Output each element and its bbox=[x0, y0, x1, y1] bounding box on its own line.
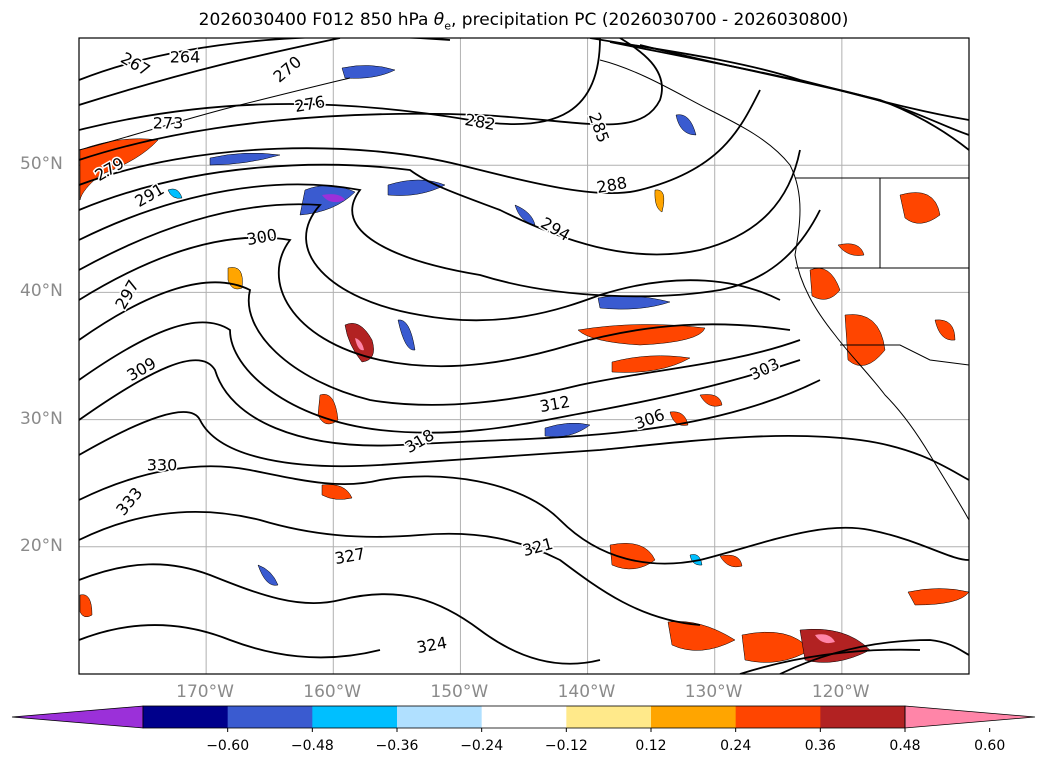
precip-positive-area bbox=[699, 394, 723, 407]
colorbar-tick-label: 0.12 bbox=[635, 738, 667, 754]
colorbar bbox=[11, 705, 1036, 732]
contour-line bbox=[79, 89, 761, 195]
colorbar-tick-label: 0.36 bbox=[804, 738, 836, 754]
colorbar-tick-label: 0.48 bbox=[889, 738, 921, 754]
precip-positive-area bbox=[321, 484, 353, 500]
contour-line bbox=[79, 510, 701, 626]
coastlines bbox=[79, 59, 969, 521]
contour-line bbox=[739, 648, 921, 674]
border-us-mexico bbox=[840, 344, 969, 366]
colorbar-bin bbox=[312, 706, 398, 728]
contour-line bbox=[79, 321, 801, 434]
title-run: 2026030400 bbox=[198, 10, 307, 30]
contour-line bbox=[639, 44, 969, 151]
precip-positive-area bbox=[577, 324, 706, 346]
contour-line bbox=[79, 38, 451, 81]
contour-line bbox=[779, 639, 969, 674]
precip-positive-area bbox=[719, 554, 743, 568]
contour-line bbox=[79, 38, 341, 106]
precip-positive-area bbox=[317, 394, 339, 425]
colorbar-tick-label: −0.36 bbox=[375, 738, 419, 754]
title-variable-subscript: e bbox=[444, 19, 451, 33]
longitude-label: 140°W bbox=[557, 682, 616, 702]
coastline-north-america bbox=[599, 59, 969, 521]
theta-e-contours bbox=[79, 38, 969, 674]
title-rest: , precipitation PC (2026030700 - 2026030… bbox=[450, 10, 849, 30]
precip-negative-area bbox=[257, 564, 279, 586]
colorbar-min-extension bbox=[11, 705, 144, 729]
colorbar-tick-label: 0.60 bbox=[974, 738, 1006, 754]
precip-positive-area bbox=[844, 314, 886, 366]
title-forecast: F012 bbox=[312, 10, 355, 30]
longitude-label: 160°W bbox=[303, 682, 362, 702]
colorbar-bin bbox=[566, 706, 652, 728]
precip-positive-area bbox=[654, 189, 665, 213]
colorbar-frame bbox=[142, 705, 906, 729]
map-title: 2026030400 F012 850 hPa θe, precipitatio… bbox=[0, 10, 1047, 32]
title-level: 850 hPa bbox=[359, 10, 429, 30]
precip-negative-area bbox=[514, 204, 536, 226]
colorbar-tick-label: −0.48 bbox=[290, 738, 334, 754]
precip-negative-area bbox=[167, 188, 183, 199]
colorbar-tick-label: −0.12 bbox=[544, 738, 588, 754]
colorbar-max-extension bbox=[904, 705, 1036, 729]
precip-negative-area bbox=[341, 65, 396, 79]
precip-positive-area bbox=[79, 594, 93, 618]
precip-negative-area bbox=[322, 194, 345, 203]
colorbar-bin bbox=[397, 706, 483, 728]
colorbar-bin bbox=[651, 706, 737, 728]
title-variable-symbol: θ bbox=[433, 10, 445, 30]
contour-label: 273 bbox=[153, 114, 184, 133]
precip-positive-area bbox=[669, 411, 689, 426]
precip-positive-area bbox=[899, 192, 941, 224]
contour-line bbox=[79, 281, 801, 406]
precip-positive-area bbox=[815, 634, 835, 644]
precipitation-shading bbox=[79, 65, 969, 663]
precip-positive-area bbox=[837, 243, 865, 256]
precip-negative-area bbox=[675, 114, 697, 136]
precip-positive-area bbox=[667, 621, 736, 651]
colorbar-bin bbox=[820, 706, 906, 728]
colorbar-tick-label: 0.24 bbox=[720, 738, 752, 754]
precip-negative-area bbox=[689, 554, 703, 566]
colorbar-bin bbox=[735, 706, 821, 728]
colorbar-bin bbox=[481, 706, 567, 728]
contour-line bbox=[79, 624, 381, 659]
contour-line bbox=[79, 236, 791, 368]
precip-negative-area bbox=[209, 152, 281, 166]
contour-line bbox=[79, 465, 969, 565]
contour-line bbox=[79, 359, 821, 447]
longitude-label: 150°W bbox=[430, 682, 489, 702]
contour-label: 330 bbox=[147, 456, 178, 475]
colorbar-bin bbox=[143, 706, 229, 728]
precip-positive-area bbox=[809, 268, 841, 300]
contour-line bbox=[79, 203, 781, 322]
latitude-label: 50°N bbox=[20, 154, 63, 175]
contour-label: 264 bbox=[170, 48, 201, 67]
plot-frame bbox=[78, 37, 970, 675]
precip-negative-area bbox=[397, 319, 416, 351]
longitude-label: 120°W bbox=[811, 682, 870, 702]
precip-negative-area bbox=[387, 179, 446, 196]
precip-positive-area bbox=[611, 355, 691, 373]
latitude-label: 20°N bbox=[20, 535, 63, 556]
precip-positive-area bbox=[934, 319, 956, 341]
contour-line bbox=[79, 38, 663, 161]
contour-line bbox=[79, 38, 601, 131]
latitude-label: 30°N bbox=[20, 408, 63, 429]
contour-line bbox=[79, 563, 601, 665]
contour-line bbox=[79, 411, 969, 481]
precip-positive-area bbox=[355, 338, 364, 351]
colorbar-tick-label: −0.60 bbox=[206, 738, 250, 754]
contour-line bbox=[79, 149, 801, 256]
latitude-label: 40°N bbox=[20, 281, 63, 302]
colorbar-tick-label: −0.24 bbox=[460, 738, 504, 754]
colorbar-bin bbox=[227, 706, 313, 728]
longitude-label: 170°W bbox=[176, 682, 234, 702]
coastline-alaska bbox=[79, 77, 351, 151]
longitude-label: 130°W bbox=[684, 682, 743, 702]
